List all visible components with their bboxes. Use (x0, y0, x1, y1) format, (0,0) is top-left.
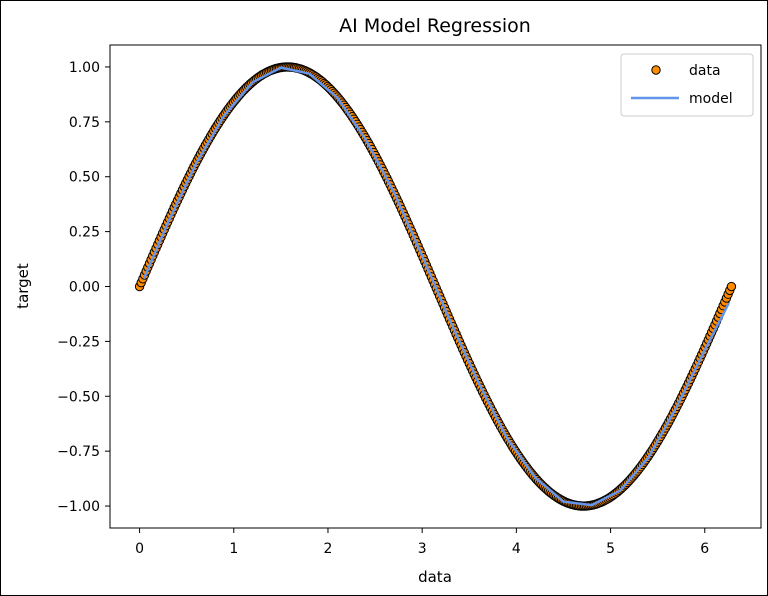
model-line (143, 66, 730, 507)
y-tick-label: 0.25 (69, 225, 100, 241)
x-tick-label: 6 (700, 541, 709, 557)
y-tick-label: −1.00 (57, 499, 100, 515)
y-axis-label: target (14, 263, 32, 309)
legend: data model (620, 53, 754, 117)
y-tick-label: 0.00 (69, 280, 100, 296)
y-tick-label: −0.50 (57, 389, 100, 405)
legend-box (620, 53, 754, 117)
legend-label-model: model (689, 91, 733, 107)
y-tick-label: 1.00 (69, 60, 100, 76)
plot-area (134, 62, 737, 511)
x-tick-label: 5 (606, 541, 615, 557)
x-tick-label: 1 (229, 541, 238, 557)
x-tick-label: 2 (324, 541, 333, 557)
y-tick-label: 0.75 (69, 115, 100, 131)
x-axis-label: data (418, 568, 452, 586)
legend-marker-data (651, 65, 661, 75)
chart-title: AI Model Regression (339, 15, 531, 37)
axis-ticks: 0 1 2 3 4 5 6 −1.00 −0.75 −0.50 −0.25 0.00 0.25 0.50 0… (57, 60, 709, 557)
x-tick-label: 3 (418, 541, 427, 557)
y-tick-label: −0.25 (57, 334, 100, 350)
x-tick-label: 0 (135, 541, 144, 557)
x-tick-label: 4 (512, 541, 521, 557)
y-tick-label: 0.50 (69, 170, 100, 186)
y-tick-label: −0.75 (57, 444, 100, 460)
data-point (726, 281, 737, 292)
legend-label-data: data (689, 63, 721, 79)
